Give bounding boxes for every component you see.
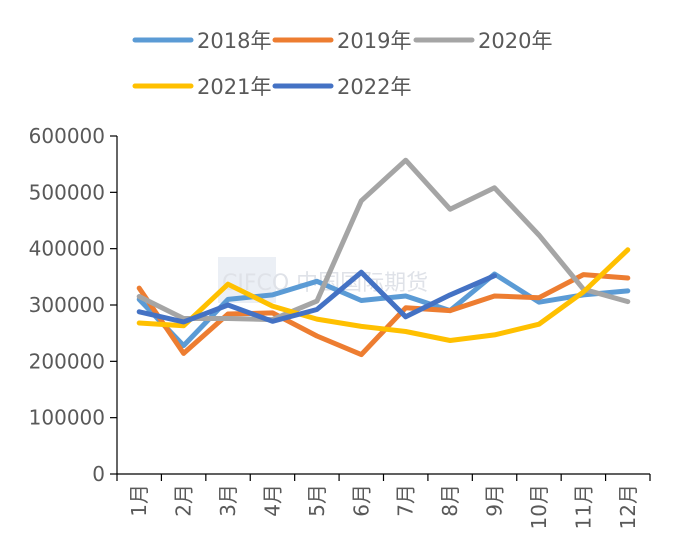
x-tick-label: 2月	[172, 484, 196, 517]
series-line-4	[136, 247, 631, 343]
x-tick-label: 9月	[483, 484, 507, 517]
x-tick-label: 3月	[216, 484, 240, 517]
legend-label: 2022年	[337, 75, 411, 99]
x-tick-label: 6月	[349, 484, 373, 517]
series-layer	[136, 157, 631, 358]
y-tick-label: 500000	[29, 180, 105, 204]
y-tick-label: 200000	[29, 349, 105, 373]
series-line-3	[136, 157, 631, 323]
x-tick-label: 8月	[438, 484, 462, 517]
x-tick-label: 11月	[571, 484, 595, 529]
y-tick-label: 100000	[29, 406, 105, 430]
y-tick-label: 400000	[29, 237, 105, 261]
legend-label: 2020年	[478, 29, 552, 53]
series-line-5	[136, 269, 497, 325]
x-tick-label: 4月	[260, 484, 284, 517]
axes: 600000 500000 400000 300000 200000 100000 0 1月 2…	[29, 124, 651, 529]
x-tick-label: 7月	[394, 484, 418, 517]
y-tick-label: 600000	[29, 124, 105, 148]
legend: 2018年 2019年 2020年 2021年 2022年	[132, 29, 552, 99]
y-tick-label: 300000	[29, 293, 105, 317]
x-tick-label: 1月	[127, 484, 151, 517]
y-tick-label: 0	[92, 462, 105, 486]
legend-label: 2019年	[337, 29, 411, 53]
x-tick-label: 10月	[527, 484, 551, 529]
legend-label: 2018年	[197, 29, 271, 53]
legend-label: 2021年	[197, 75, 271, 99]
x-tick-label: 12月	[616, 484, 640, 529]
x-tick-label: 5月	[305, 484, 329, 517]
